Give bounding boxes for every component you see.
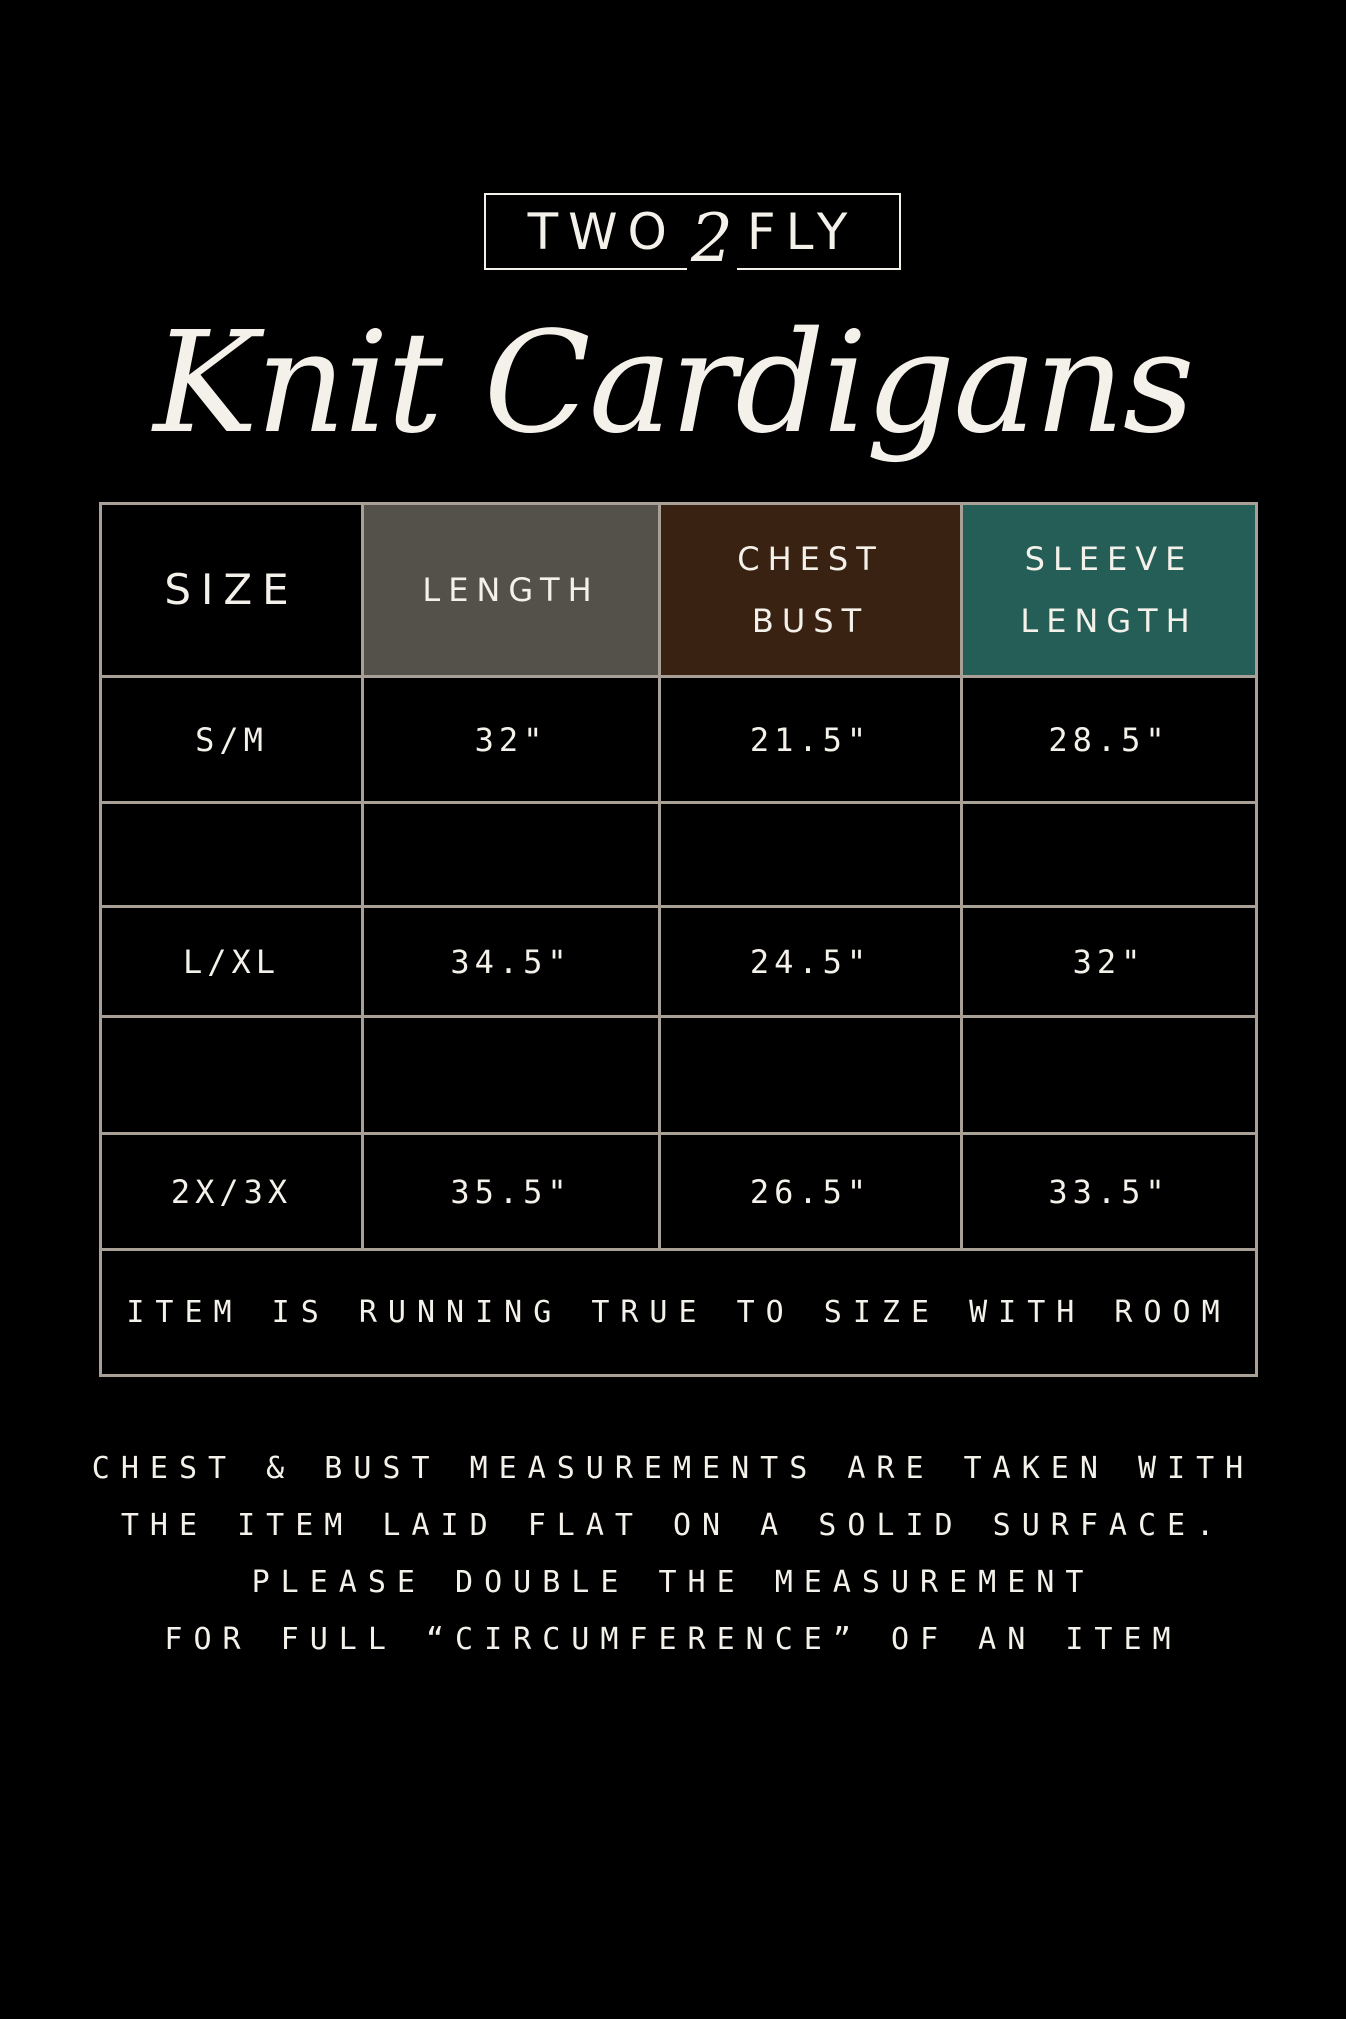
cell-empty (99, 801, 364, 908)
table-row: 2X/3X 35.5" 26.5" 33.5" (99, 1132, 1258, 1251)
cell-empty (658, 801, 963, 908)
cell-chest: 21.5" (658, 675, 963, 804)
note-line: PLEASE DOUBLE THE MEASUREMENT (251, 1565, 1095, 1600)
cell-empty (960, 1015, 1258, 1135)
cell-sleeve: 28.5" (960, 675, 1258, 804)
logo-mid: 2 (686, 200, 737, 277)
cell-size: S/M (99, 675, 364, 804)
cell-empty (960, 801, 1258, 908)
cell-empty (361, 801, 661, 908)
cell-empty (658, 1015, 963, 1135)
cell-length: 34.5" (361, 905, 661, 1018)
header-chest-bust: CHEST BUST (658, 502, 963, 678)
cell-empty (99, 1015, 364, 1135)
cell-size: 2X/3X (99, 1132, 364, 1251)
table-row: S/M 32" 21.5" 28.5" (99, 675, 1258, 804)
note-line: THE ITEM LAID FLAT ON A SOLID SURFACE. (120, 1508, 1226, 1543)
logo-left: TWO (527, 202, 677, 261)
page-title: Knit Cardigans (153, 302, 1194, 465)
cell-size: L/XL (99, 905, 364, 1018)
cell-chest: 26.5" (658, 1132, 963, 1251)
cell-length: 35.5" (361, 1132, 661, 1251)
cell-sleeve: 33.5" (960, 1132, 1258, 1251)
table-row-empty (99, 801, 1258, 908)
cell-empty (361, 1015, 661, 1135)
header-row: SIZE LENGTH CHEST BUST SLEEVE LENGTH (99, 502, 1258, 678)
measurement-notes: CHEST & BUST MEASUREMENTS ARE TAKEN WITH… (0, 1440, 1346, 1668)
table-row: L/XL 34.5" 24.5" 32" (99, 905, 1258, 1018)
size-chart-table: SIZE LENGTH CHEST BUST SLEEVE LENGTH S/M 3… (99, 502, 1258, 1377)
cell-sleeve: 32" (960, 905, 1258, 1018)
header-size: SIZE (99, 502, 364, 678)
logo-right: FLY (746, 202, 858, 261)
footer-row: ITEM IS RUNNING TRUE TO SIZE WITH ROOM (99, 1248, 1258, 1377)
table-row-empty (99, 1015, 1258, 1135)
fit-note: ITEM IS RUNNING TRUE TO SIZE WITH ROOM (99, 1248, 1258, 1377)
cell-length: 32" (361, 675, 661, 804)
header-sleeve-length: SLEEVE LENGTH (960, 502, 1258, 678)
brand-logo: TWO 2 FLY (484, 193, 901, 277)
header-length: LENGTH (361, 502, 661, 678)
note-line: FOR FULL “CIRCUMFERENCE” OF AN ITEM (164, 1622, 1182, 1657)
cell-chest: 24.5" (658, 905, 963, 1018)
note-line: CHEST & BUST MEASUREMENTS ARE TAKEN WITH (91, 1451, 1255, 1486)
